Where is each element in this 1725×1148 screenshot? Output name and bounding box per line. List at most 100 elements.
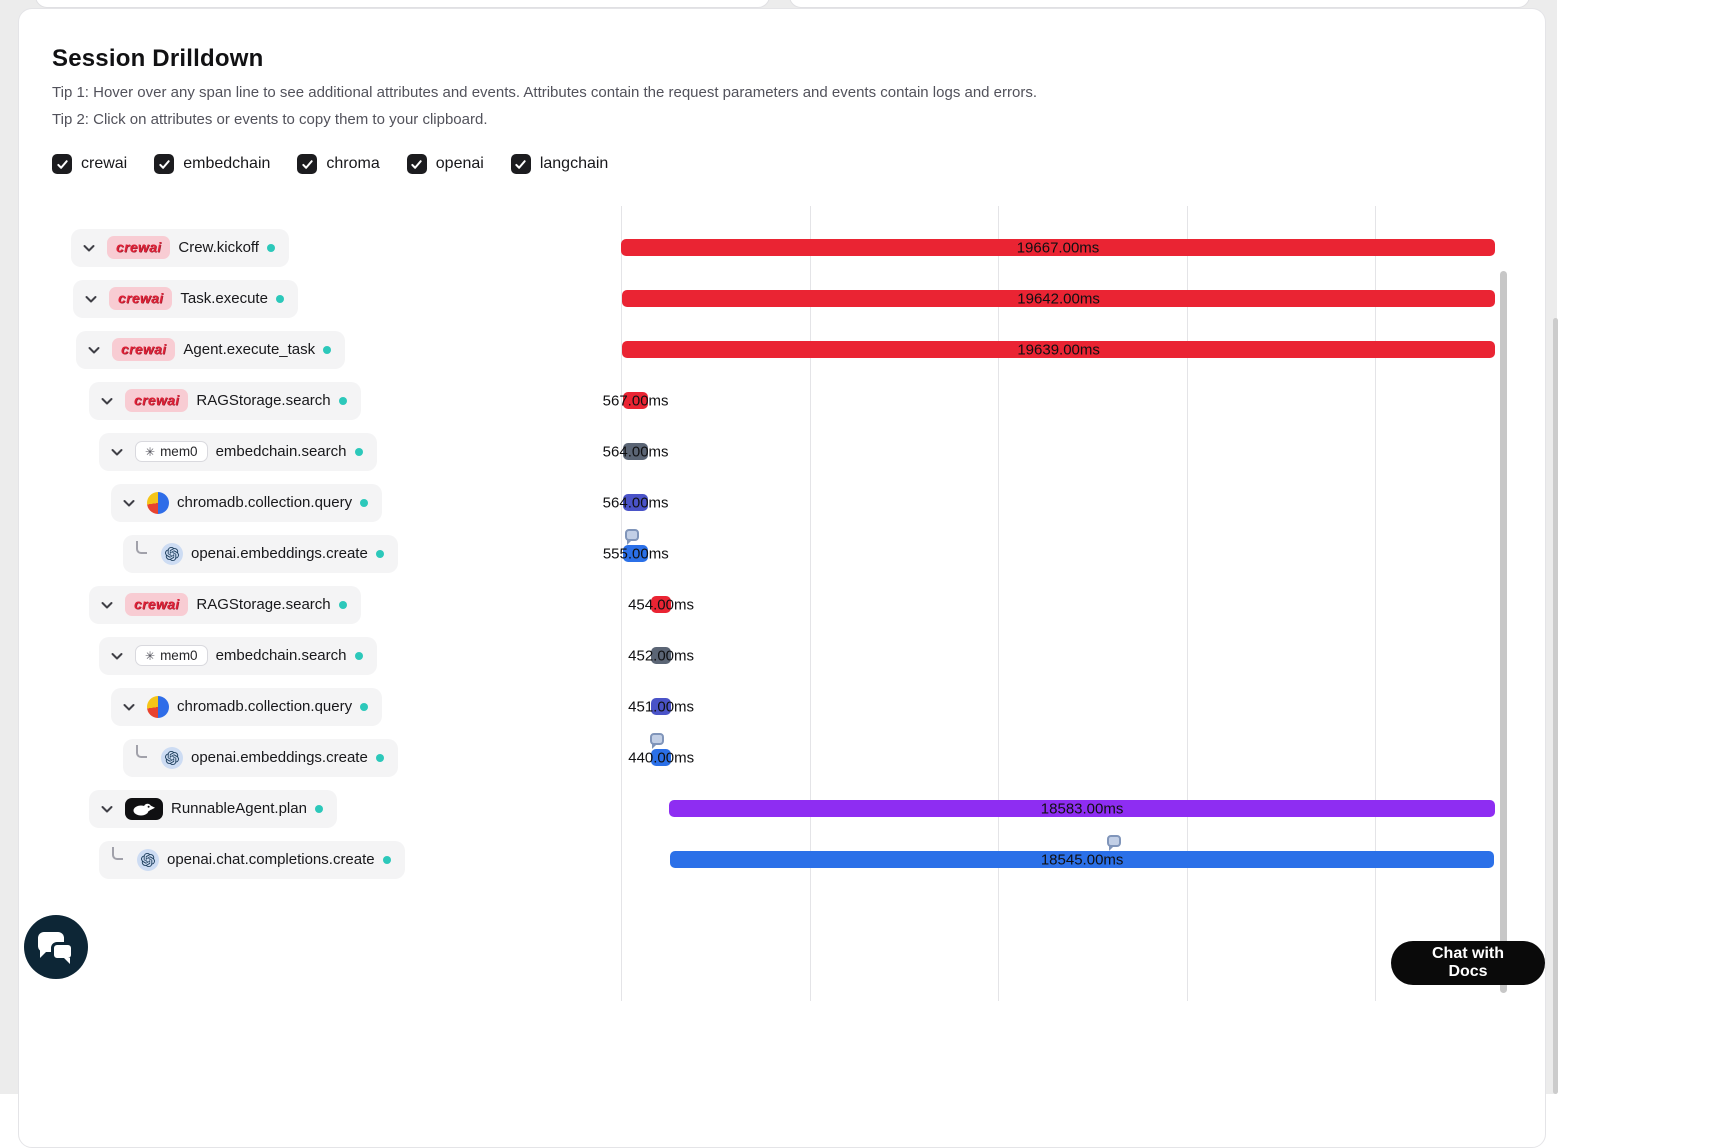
status-dot — [338, 396, 347, 405]
filter-label: openai — [435, 155, 484, 172]
span-row: openai.embeddings.create 440.00ms — [19, 732, 1545, 783]
span-chip-RAGStorage.search[interactable]: crewai RAGStorage.search — [89, 381, 361, 420]
chat-with-docs-button[interactable]: Chat with Docs — [1391, 941, 1545, 985]
chevron-down-icon[interactable] — [119, 697, 139, 717]
checkbox-crewai[interactable] — [52, 154, 72, 174]
span-chip-chromadb.collection.query[interactable]: chromadb.collection.query — [111, 483, 383, 522]
crewai-logo: crewai — [112, 338, 176, 361]
span-chip-RunnableAgent.plan[interactable]: RunnableAgent.plan — [89, 789, 337, 828]
event-speech-bubble-icon[interactable] — [1107, 834, 1122, 851]
span-name: chromadb.collection.query — [177, 698, 353, 715]
span-chip-Agent.execute_task[interactable]: crewai Agent.execute_task — [76, 330, 346, 369]
span-bar-openai.chat.completions.create[interactable] — [670, 851, 1495, 868]
chevron-down-icon[interactable] — [81, 289, 101, 309]
span-name: openai.embeddings.create — [191, 545, 368, 562]
trace-waterfall: crewai Crew.kickoff 19667.00ms crewai Task.e… — [19, 206, 1545, 1001]
filter-chroma[interactable]: chroma — [297, 154, 380, 174]
span-row: openai.chat.completions.create 18545.00ms — [19, 834, 1545, 885]
span-name: chromadb.collection.query — [177, 494, 353, 511]
filter-crewai[interactable]: crewai — [52, 154, 127, 174]
langchain-parrot-icon — [125, 797, 163, 820]
span-name: RAGStorage.search — [196, 596, 331, 613]
chevron-down-icon[interactable] — [79, 238, 99, 258]
status-dot — [360, 498, 369, 507]
span-bar-openai.embeddings.create[interactable] — [623, 545, 649, 562]
chevron-down-icon[interactable] — [97, 391, 117, 411]
span-bar-embedchain.search[interactable] — [623, 443, 649, 460]
status-dot — [375, 753, 384, 762]
checkbox-embedchain[interactable] — [154, 154, 175, 174]
status-dot — [338, 600, 347, 609]
span-chip-Crew.kickoff[interactable]: crewai Crew.kickoff — [71, 228, 289, 267]
span-chip-RAGStorage.search[interactable]: crewai RAGStorage.search — [89, 585, 361, 624]
crewai-logo: crewai — [109, 287, 173, 310]
span-chip-Task.execute[interactable]: crewai Task.execute — [73, 279, 298, 318]
span-bar-openai.embeddings.create[interactable] — [651, 749, 671, 766]
span-bar-RAGStorage.search[interactable] — [650, 596, 672, 613]
session-drilldown-card: Session Drilldown Tip 1: Hover over any … — [18, 8, 1546, 1148]
span-bar-embedchain.search[interactable] — [651, 647, 672, 664]
page-scrollbar[interactable] — [1553, 318, 1558, 1094]
span-bar-Agent.execute_task[interactable] — [622, 341, 1495, 358]
gridline — [809, 206, 811, 1001]
span-row: chromadb.collection.query 564.00ms — [19, 477, 1545, 528]
tip-2: Tip 2: Click on attributes or events to … — [52, 111, 488, 128]
span-row: ✳ mem0 embedchain.search 564.00ms — [19, 426, 1545, 477]
span-name: openai.chat.completions.create — [167, 851, 375, 868]
span-row: crewai RAGStorage.search 567.00ms — [19, 375, 1545, 426]
event-speech-bubble-icon[interactable] — [624, 528, 639, 545]
event-speech-bubble-icon[interactable] — [649, 732, 664, 749]
chevron-down-icon[interactable] — [107, 646, 127, 666]
filter-openai[interactable]: openai — [406, 154, 484, 174]
span-bar-RunnableAgent.plan[interactable] — [669, 800, 1495, 817]
span-chip-openai.embeddings.create[interactable]: openai.embeddings.create — [123, 738, 398, 777]
tip-1: Tip 1: Hover over any span line to see a… — [52, 84, 1038, 101]
filter-label: embedchain — [183, 155, 271, 172]
chevron-down-icon[interactable] — [97, 595, 117, 615]
span-bar-RAGStorage.search[interactable] — [622, 392, 649, 409]
status-dot — [354, 447, 363, 456]
gridline — [1186, 206, 1188, 1001]
chevron-down-icon[interactable] — [84, 340, 104, 360]
crewai-logo: crewai — [125, 593, 189, 616]
filter-embedchain[interactable]: embedchain — [154, 154, 270, 174]
span-bar-chromadb.collection.query[interactable] — [623, 494, 649, 511]
status-dot — [354, 651, 363, 660]
span-chip-embedchain.search[interactable]: ✳ mem0 embedchain.search — [99, 636, 377, 675]
span-name: openai.embeddings.create — [191, 749, 368, 766]
span-row: crewai Agent.execute_task 19639.00ms — [19, 324, 1545, 375]
openai-icon — [161, 746, 183, 769]
status-dot — [275, 294, 284, 303]
span-row: ✳ mem0 embedchain.search 452.00ms — [19, 630, 1545, 681]
span-chip-embedchain.search[interactable]: ✳ mem0 embedchain.search — [99, 432, 377, 471]
elbow-connector-icon — [112, 847, 123, 860]
checkbox-openai[interactable] — [406, 154, 427, 174]
span-chip-chromadb.collection.query[interactable]: chromadb.collection.query — [111, 687, 383, 726]
span-name: RAGStorage.search — [196, 392, 331, 409]
timeline-grid — [621, 206, 1509, 1001]
tips: Tip 1: Hover over any span line to see a… — [52, 83, 1037, 137]
span-row: crewai RAGStorage.search 454.00ms — [19, 579, 1545, 630]
span-row: RunnableAgent.plan 18583.00ms — [19, 783, 1545, 834]
collapsed-panel-right — [789, 0, 1530, 8]
status-dot — [375, 549, 384, 558]
span-bar-Task.execute[interactable] — [622, 290, 1495, 307]
chart-scrollbar[interactable] — [1500, 271, 1507, 993]
chevron-down-icon[interactable] — [97, 799, 117, 819]
span-bar-Crew.kickoff[interactable] — [621, 239, 1495, 256]
elbow-connector-icon — [136, 541, 147, 554]
chevron-down-icon[interactable] — [119, 493, 139, 513]
checkbox-chroma[interactable] — [297, 154, 318, 174]
chat-widget-button[interactable] — [24, 915, 88, 979]
mem0-label: mem0 — [160, 444, 198, 459]
checkbox-langchain[interactable] — [510, 154, 531, 174]
mem0-label: mem0 — [160, 648, 198, 663]
crewai-logo: crewai — [125, 389, 189, 412]
status-dot — [382, 855, 391, 864]
filter-langchain[interactable]: langchain — [510, 154, 608, 174]
span-chip-openai.chat.completions.create[interactable]: openai.chat.completions.create — [99, 840, 405, 879]
span-bar-chromadb.collection.query[interactable] — [651, 698, 672, 715]
span-chip-openai.embeddings.create[interactable]: openai.embeddings.create — [123, 534, 398, 573]
page-title: Session Drilldown — [52, 45, 264, 72]
chevron-down-icon[interactable] — [107, 442, 127, 462]
